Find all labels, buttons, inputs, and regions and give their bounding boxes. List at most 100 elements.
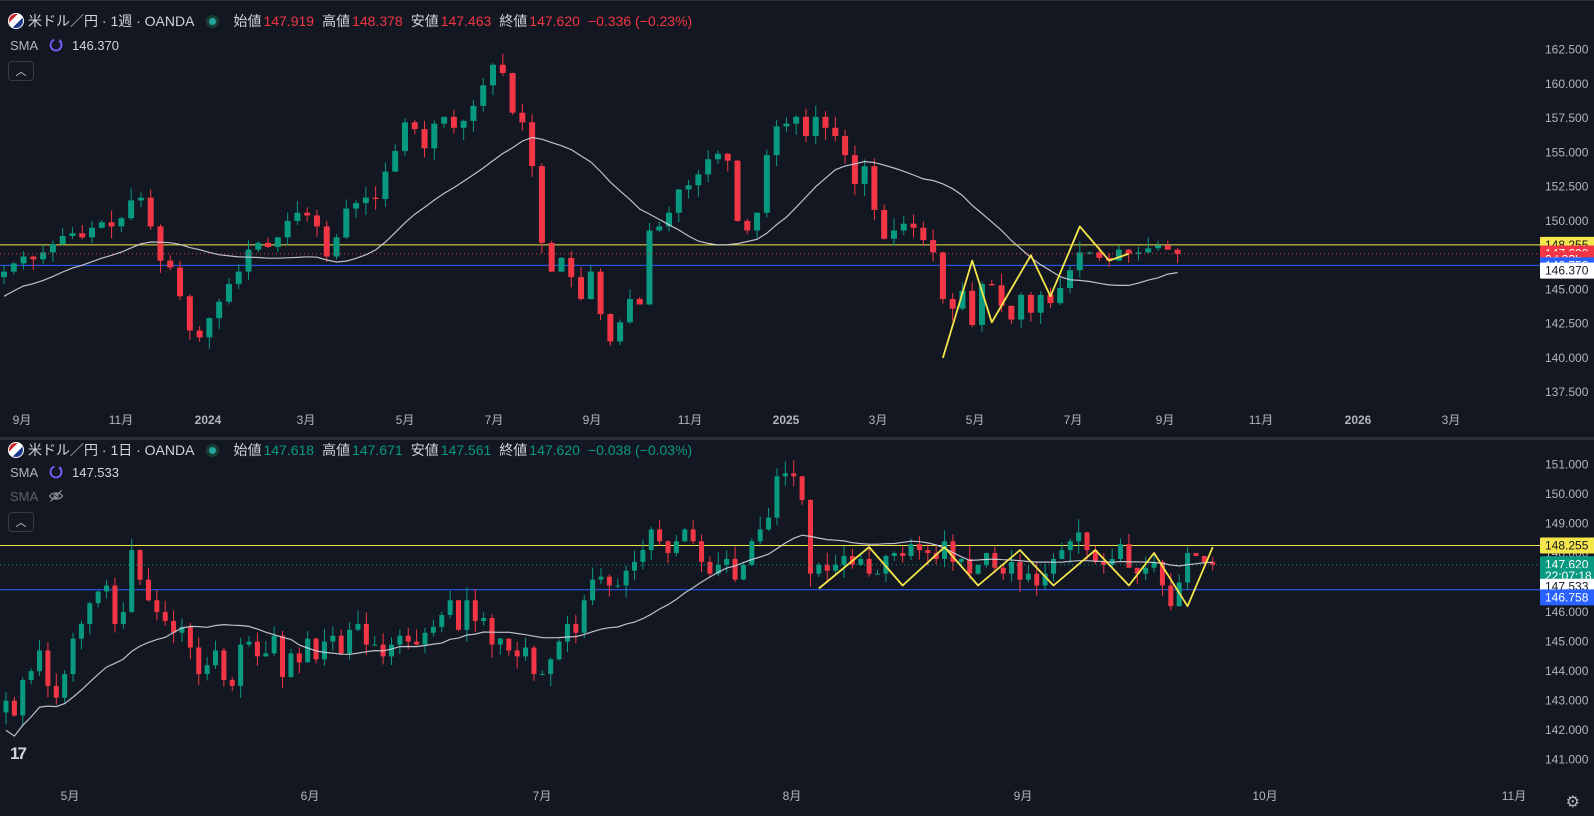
candle-body xyxy=(783,123,790,127)
candle-body xyxy=(682,529,688,542)
candle-body xyxy=(773,126,780,156)
collapse-legend-button[interactable]: ︿ xyxy=(8,512,34,532)
candle-body xyxy=(514,650,520,657)
candle-body xyxy=(920,227,927,241)
candle-body xyxy=(1008,305,1015,320)
gear-icon[interactable]: ⚙ xyxy=(1565,794,1580,811)
candle-body xyxy=(313,215,320,227)
candle-body xyxy=(1155,245,1162,249)
candle-body xyxy=(851,155,858,184)
candle-body xyxy=(556,641,562,660)
candle-body xyxy=(587,271,594,300)
candle-body xyxy=(705,159,712,175)
candle-body xyxy=(942,541,948,559)
candle-body xyxy=(321,641,327,660)
candle-body xyxy=(632,561,637,571)
high-label: 高値 xyxy=(322,13,351,29)
candle-body xyxy=(206,318,213,338)
price-badge xyxy=(1540,262,1594,279)
weekly-chart-pane[interactable]: 162.500 160.000 157.500 155.000 152.500 150.0… xyxy=(0,0,1594,438)
candle-body xyxy=(70,638,76,675)
candle-body xyxy=(104,585,110,592)
symbol-title[interactable]: 米ドル／円 · 1日 · OANDA xyxy=(28,442,195,458)
candle-body xyxy=(959,290,966,309)
price-tick-label: 157.500 xyxy=(1545,111,1589,125)
candle-body xyxy=(883,556,889,574)
candle-body xyxy=(118,218,125,227)
high-label: 高値 xyxy=(322,442,351,458)
candle-body xyxy=(866,558,872,574)
candle-body xyxy=(648,529,654,551)
change-value: −0.336 (−0.23%) xyxy=(587,13,693,29)
candle-body xyxy=(871,166,878,210)
candle-body xyxy=(1076,532,1082,542)
candle-body xyxy=(506,638,512,651)
candle-body xyxy=(597,271,604,315)
sma-legend-daily[interactable]: SMA 147.533 xyxy=(10,464,119,480)
close-value: 147.620 xyxy=(529,13,580,29)
candle-body xyxy=(439,615,445,627)
candle-body xyxy=(910,223,917,228)
candle-body xyxy=(673,541,679,554)
candle-body xyxy=(98,222,105,228)
time-tick-label: 5月 xyxy=(966,413,985,427)
candle-body xyxy=(523,647,529,657)
weekly-chart-canvas[interactable]: 162.500 160.000 157.500 155.000 152.500 150.0… xyxy=(0,1,1594,439)
candle-body xyxy=(1047,294,1054,304)
candle-body xyxy=(939,252,946,300)
candle-body xyxy=(11,700,17,716)
price-tick-label: 140.000 xyxy=(1545,351,1589,365)
eye-hidden-icon[interactable] xyxy=(48,488,64,504)
candle-body xyxy=(1057,288,1064,304)
candle-body xyxy=(979,283,985,326)
candle-body xyxy=(372,644,378,646)
candle-body xyxy=(685,185,692,190)
candle-body xyxy=(900,553,906,556)
candle-body xyxy=(481,618,487,621)
time-tick-label: 10月 xyxy=(1252,789,1277,803)
sma-line xyxy=(5,534,1213,737)
sma-legend-weekly[interactable]: SMA 146.370 xyxy=(10,37,119,53)
candle-body xyxy=(196,330,203,338)
tradingview-logo[interactable]: 17 xyxy=(10,744,27,763)
candle-body xyxy=(1210,561,1216,565)
collapse-legend-button[interactable]: ︿ xyxy=(8,61,34,81)
open-value: 147.618 xyxy=(263,442,315,458)
pane-separator[interactable] xyxy=(0,437,1594,440)
candle-body xyxy=(313,638,319,660)
candle-body xyxy=(1059,550,1065,559)
market-open-icon xyxy=(206,443,220,457)
candle-body xyxy=(1017,561,1023,580)
time-tick-label: 2026 xyxy=(1345,413,1372,427)
price-tick-label: 149.000 xyxy=(1545,517,1589,531)
symbol-title[interactable]: 米ドル／円 · 1週 · OANDA xyxy=(28,13,195,29)
candle-body xyxy=(1018,294,1025,320)
candle-body xyxy=(472,600,478,621)
candle-body xyxy=(916,544,922,551)
candle-body xyxy=(405,635,411,642)
candle-body xyxy=(1067,270,1074,289)
candle-body xyxy=(1118,544,1124,559)
candle-body xyxy=(969,290,976,326)
candle-body xyxy=(304,212,311,216)
low-value: 147.561 xyxy=(440,442,492,458)
daily-chart-canvas[interactable]: 152.000151.000150.000149.000148.000147.0… xyxy=(0,440,1594,816)
candle-body xyxy=(225,283,232,302)
candle-body xyxy=(568,257,575,278)
candle-body xyxy=(338,635,344,654)
candle-body xyxy=(235,271,242,284)
sma-legend-daily-hidden[interactable]: SMA xyxy=(10,488,72,504)
candle-body xyxy=(578,277,585,300)
candle-body xyxy=(1086,252,1093,254)
daily-chart-pane[interactable]: 152.000151.000150.000149.000148.000147.0… xyxy=(0,440,1594,816)
candle-body xyxy=(177,267,184,297)
candle-body xyxy=(347,629,353,654)
candle-body xyxy=(280,635,286,678)
price-tick-label: 146.000 xyxy=(1545,605,1589,619)
candle-body xyxy=(460,120,467,128)
candle-body xyxy=(812,116,819,136)
candle-body xyxy=(69,233,76,236)
candle-body xyxy=(791,473,797,477)
candle-body xyxy=(1067,541,1073,551)
candle-body xyxy=(362,197,369,204)
